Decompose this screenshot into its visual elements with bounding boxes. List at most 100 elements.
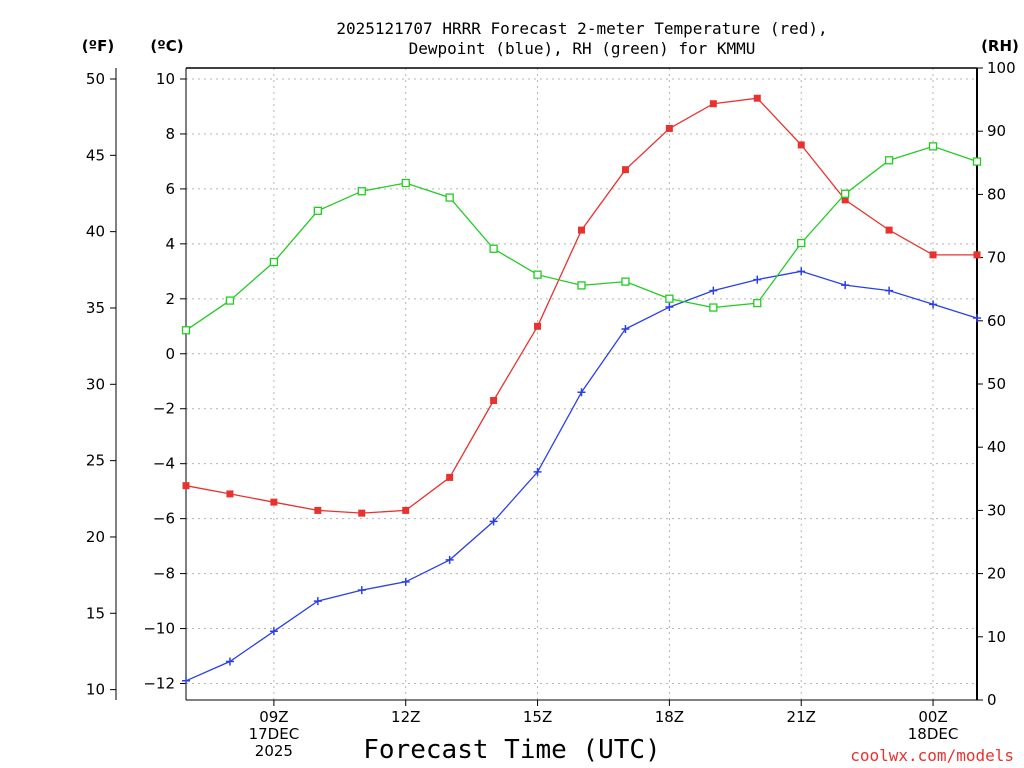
fahrenheit-tick-label: 40 bbox=[86, 223, 105, 241]
x-tick-label: 00Z bbox=[918, 708, 947, 726]
rh-point bbox=[753, 298, 762, 308]
rh-point bbox=[445, 193, 454, 202]
fahrenheit-tick-label: 50 bbox=[86, 70, 105, 88]
rh-tick-label: 100 bbox=[987, 59, 1016, 77]
x-tick-label: 2025 bbox=[255, 742, 293, 760]
x-tick-label: 17DEC bbox=[249, 725, 300, 743]
temperature-line bbox=[185, 97, 977, 514]
series-rh bbox=[181, 142, 982, 335]
rh-point bbox=[972, 157, 982, 166]
title-line-1: 2025121707 HRRR Forecast 2-meter Tempera… bbox=[336, 19, 827, 38]
title-line-2: Dewpoint (blue), RH (green) for KMMU bbox=[409, 39, 756, 58]
dewpoint-point bbox=[401, 577, 410, 586]
rh-point bbox=[269, 257, 279, 267]
series-dewpoint bbox=[182, 267, 981, 685]
celsius-tick-label: 2 bbox=[165, 290, 175, 308]
dewpoint-point bbox=[753, 275, 762, 284]
fahrenheit-tick-label: 35 bbox=[86, 299, 105, 317]
x-axis-title: Forecast Time (UTC) bbox=[363, 735, 660, 765]
temperature-point bbox=[402, 506, 410, 514]
rh-point bbox=[357, 187, 366, 196]
rh-tick-label: 70 bbox=[987, 249, 1006, 267]
rh-tick-label: 20 bbox=[987, 565, 1006, 583]
chart-title: 2025121707 HRRR Forecast 2-meter Tempera… bbox=[336, 19, 827, 58]
temperature-point bbox=[665, 124, 673, 132]
dewpoint-point bbox=[621, 325, 630, 334]
rh-point bbox=[797, 238, 806, 248]
rh-axis-unit: (RH) bbox=[981, 37, 1019, 55]
dewpoint-point bbox=[929, 300, 938, 309]
fahrenheit-tick-label: 30 bbox=[86, 375, 105, 393]
rh-point bbox=[665, 294, 674, 303]
fahrenheit-tick-label: 45 bbox=[86, 146, 105, 164]
dewpoint-point bbox=[533, 467, 542, 476]
celsius-tick-label: −12 bbox=[143, 675, 175, 693]
celsius-tick-label: −4 bbox=[153, 455, 175, 473]
celsius-tick-label: −10 bbox=[143, 620, 175, 638]
dewpoint-point bbox=[313, 597, 322, 606]
fahrenheit-tick-label: 15 bbox=[86, 604, 105, 622]
grid-lines bbox=[186, 68, 977, 700]
fahrenheit-tick-label: 25 bbox=[86, 452, 105, 470]
temperature-point bbox=[446, 473, 454, 481]
rh-tick-label: 10 bbox=[987, 628, 1006, 646]
rh-point bbox=[709, 303, 718, 312]
temperature-point bbox=[182, 482, 190, 490]
rh-point bbox=[225, 296, 235, 305]
rh-point bbox=[401, 178, 410, 188]
x-tick-label: 12Z bbox=[391, 708, 420, 726]
temperature-point bbox=[709, 100, 717, 108]
temperature-point bbox=[885, 226, 893, 234]
celsius-tick-label: 4 bbox=[165, 235, 175, 253]
temperature-point bbox=[973, 251, 981, 259]
celsius-tick-label: 0 bbox=[165, 345, 175, 363]
dewpoint-point bbox=[269, 627, 278, 636]
rh-tick-label: 30 bbox=[987, 501, 1006, 519]
source-credit: coolwx.com/models bbox=[850, 746, 1014, 765]
data-series bbox=[181, 94, 982, 685]
rh-tick-label: 90 bbox=[987, 122, 1006, 140]
temperature-point bbox=[490, 396, 498, 404]
rh-tick-label: 80 bbox=[987, 185, 1006, 203]
celsius-tick-label: −8 bbox=[153, 565, 175, 583]
rh-tick-label: 0 bbox=[987, 691, 997, 709]
rh-point bbox=[621, 277, 630, 286]
rh-tick-label: 40 bbox=[987, 438, 1006, 456]
rh-point bbox=[181, 326, 191, 335]
series-temperature bbox=[182, 94, 981, 517]
temperature-point bbox=[621, 166, 629, 174]
rh-point bbox=[928, 142, 938, 151]
rh-point bbox=[313, 206, 322, 215]
dewpoint-point bbox=[577, 388, 586, 397]
dewpoint-point bbox=[182, 676, 190, 685]
celsius-tick-label: 10 bbox=[156, 70, 175, 88]
rh-point bbox=[884, 156, 894, 165]
dewpoint-point bbox=[357, 586, 366, 595]
temperature-point bbox=[797, 141, 805, 149]
dewpoint-point bbox=[709, 286, 718, 295]
x-tick-label: 18DEC bbox=[908, 725, 959, 743]
dewpoint-line bbox=[185, 270, 978, 682]
temperature-point bbox=[753, 94, 761, 102]
dewpoint-point bbox=[489, 517, 498, 526]
dewpoint-point bbox=[841, 281, 850, 290]
dewpoint-point bbox=[797, 267, 806, 276]
dewpoint-point bbox=[885, 286, 894, 295]
celsius-tick-label: −2 bbox=[153, 400, 175, 418]
dewpoint-point bbox=[225, 657, 234, 666]
fahrenheit-axis-unit: (ºF) bbox=[82, 37, 114, 55]
rh-tick-label: 50 bbox=[987, 375, 1006, 393]
temperature-point bbox=[578, 226, 585, 234]
rh-point bbox=[577, 281, 586, 290]
x-tick-label: 21Z bbox=[787, 708, 816, 726]
rh-point bbox=[841, 189, 850, 198]
temperature-point bbox=[534, 322, 542, 330]
axis-ticks: −12−10−8−6−4−202468101015202530354045500… bbox=[86, 59, 1016, 760]
dewpoint-point bbox=[665, 303, 674, 312]
fahrenheit-tick-label: 20 bbox=[86, 528, 105, 546]
celsius-tick-label: −6 bbox=[153, 510, 175, 528]
temperature-point bbox=[314, 506, 322, 514]
rh-tick-label: 60 bbox=[987, 312, 1006, 330]
rh-point bbox=[489, 244, 498, 253]
